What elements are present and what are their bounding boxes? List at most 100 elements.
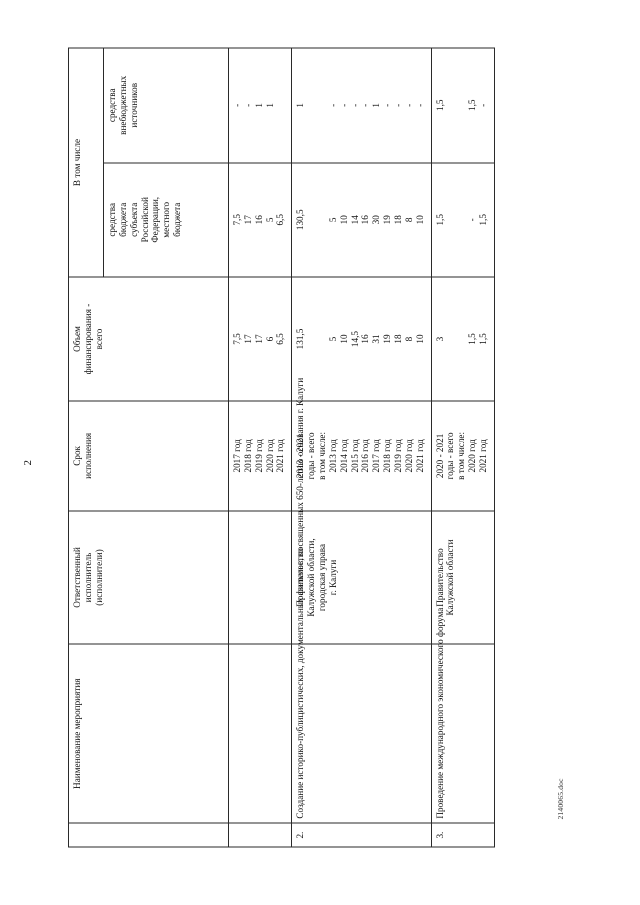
- cell-line: 2017 год: [371, 438, 382, 472]
- cell-line: 1: [295, 102, 306, 108]
- column-header-number: [68, 822, 229, 847]
- cell-activity-name: Создание историко-публицистических, доку…: [291, 377, 432, 823]
- cell-line: 1,5: [478, 332, 489, 345]
- cell-line: 5: [327, 216, 338, 222]
- cell-line: -: [327, 103, 338, 107]
- cell-line: городская управа: [317, 543, 328, 611]
- cell-line: Калужской области: [445, 539, 456, 616]
- header-line: внебюджетных: [117, 75, 128, 135]
- cell-line: -: [232, 103, 242, 107]
- cell-line: 7,5: [232, 332, 242, 345]
- cell-line: 2.: [295, 831, 306, 839]
- header-line: Срок: [72, 445, 82, 466]
- cell-volume-total: 3 1,5 1,5: [431, 276, 495, 401]
- cell-line: 2020 год: [264, 438, 275, 472]
- cell-line: 16: [360, 333, 371, 344]
- header-line: Наименование мероприятия: [72, 678, 82, 789]
- cell-line: 31: [371, 333, 382, 344]
- header-line: источников: [128, 82, 139, 128]
- cell-line: 19: [382, 333, 393, 344]
- cell-line: 6: [264, 336, 275, 341]
- cell-line: Калужской области,: [306, 537, 317, 617]
- cell-line: 14: [349, 214, 360, 224]
- cell-line: 3: [434, 336, 445, 341]
- cell-line: -: [467, 217, 478, 221]
- cell-volume-total: 131,5 5 10 14,5 16 31 19 18 8 10: [291, 276, 432, 401]
- cell-term: 2020 - 2021 годы - всего в том числе: 2020 …: [431, 400, 495, 511]
- cell-line: 6,5: [275, 332, 286, 345]
- cell-line: -: [349, 103, 360, 107]
- cell-line: 130,5: [295, 208, 306, 230]
- cell-line: 2014 год: [338, 438, 349, 472]
- cell-number: [228, 822, 292, 847]
- cell-line: Создание историко-публицистических, доку…: [295, 377, 306, 819]
- header-line: (исполнители): [93, 548, 104, 606]
- cell-line: 17: [242, 214, 253, 224]
- cell-line: 5: [327, 336, 338, 341]
- column-header-volume: Объем финансирования - всего: [68, 276, 229, 401]
- header-line: бюджета: [172, 202, 183, 237]
- cell-extrabudget: 1 ----1----: [291, 47, 432, 163]
- header-line: исполнения: [82, 432, 93, 479]
- cell-line: 2020 - 2021: [434, 433, 445, 478]
- cell-line: 1,5: [467, 332, 478, 345]
- cell-line: 1: [371, 102, 382, 108]
- cell-line: 2015 год: [349, 438, 360, 472]
- cell-line: 1: [253, 102, 264, 108]
- cell-subject-budget: 130,5 5 10 14 16 30 19 18 8 10: [291, 162, 432, 277]
- header-line: субъекта: [128, 202, 139, 237]
- cell-volume-total: 7,5 17 17 6 6,5: [228, 276, 292, 401]
- cell-line: 17: [242, 333, 253, 344]
- document-file-id: 2140065.doc: [556, 777, 565, 819]
- header-line: исполнитель: [82, 552, 93, 602]
- table-row: 2017 год 2018 год 2019 год 2020 год 2021 год…: [228, 47, 292, 847]
- header-line: Ответственный: [72, 546, 82, 608]
- cell-number: 3.: [431, 822, 495, 847]
- cell-line: 19: [382, 214, 393, 224]
- cell-line: 10: [338, 333, 349, 344]
- cell-term: 2017 год 2018 год 2019 год 2020 год 2021 год: [228, 400, 292, 511]
- header-line: местного: [161, 201, 172, 238]
- header-line: финансирования -: [82, 303, 93, 374]
- cell-subject-budget: 7,5 17 16 5 6,5: [228, 162, 292, 277]
- cell-line: -: [478, 103, 489, 107]
- cell-line: г. Калуги: [327, 559, 338, 595]
- cell-line: 1: [264, 102, 275, 108]
- cell-subject-budget: 1,5 -1,5: [431, 162, 495, 277]
- table-header: Наименование мероприятия Ответственный ис…: [68, 47, 229, 847]
- cell-line: 2021 год: [478, 438, 489, 472]
- cell-line: в том числе:: [317, 431, 328, 480]
- cell-line: 1,5: [434, 213, 445, 226]
- cell-line: 18: [393, 214, 404, 224]
- column-header-subject-budget: средства бюджета субъекта Российской Федерац…: [103, 162, 229, 277]
- cell-line: 2013 год: [327, 438, 338, 472]
- cell-line: 2020 год: [467, 438, 478, 472]
- cell-number: 2.: [291, 822, 432, 847]
- cell-line: Проведение международного экономического…: [434, 607, 445, 819]
- cell-line: 2017 год: [232, 438, 242, 472]
- cell-line: -: [393, 103, 404, 107]
- page-number: 2: [22, 459, 34, 465]
- program-activities-table: Наименование мероприятия Ответственный ис…: [68, 47, 495, 847]
- cell-term: 2013 - 2021 годы - всего в том числе: 2013 …: [291, 400, 432, 511]
- cell-line: 10: [338, 214, 349, 224]
- table-row: 3. Проведение международного экономическо…: [431, 47, 495, 847]
- cell-line: 17: [253, 333, 264, 344]
- cell-line: 2018 год: [242, 438, 253, 472]
- column-header-executor: Ответственный исполнитель (исполнители): [68, 510, 229, 644]
- cell-line: -: [338, 103, 349, 107]
- header-group-row: Наименование мероприятия Ответственный ис…: [68, 47, 229, 847]
- cell-line: 2020 год: [403, 438, 414, 472]
- cell-line: годы - всего: [306, 431, 317, 479]
- cell-executor: [228, 510, 292, 644]
- cell-line: 10: [414, 214, 425, 224]
- cell-line: 14,5: [349, 330, 360, 347]
- cell-line: 1,5: [467, 99, 478, 111]
- cell-line: 2019 год: [253, 438, 264, 472]
- table-row: 2. Создание историко-публицистических, до…: [291, 47, 432, 847]
- header-line: Объем: [72, 325, 82, 352]
- cell-activity-name: Проведение международного экономического…: [431, 607, 495, 823]
- cell-line: 8: [403, 336, 414, 341]
- cell-line: 2019 год: [393, 438, 404, 472]
